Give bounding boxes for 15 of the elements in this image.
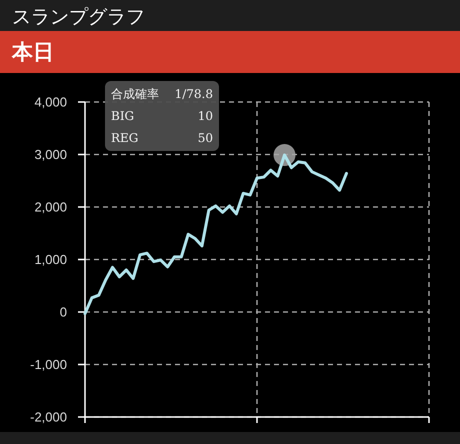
ytick-label: 4,000	[34, 94, 67, 110]
annotation: 1/78.8	[174, 87, 213, 101]
ytick-label: 1,000	[34, 252, 67, 267]
subtitle: 本日	[12, 39, 54, 64]
annotation: 10	[198, 109, 213, 123]
ytick-label: 3,000	[34, 147, 67, 162]
annotation: 50	[198, 131, 213, 145]
annotation: 合成確率	[111, 87, 159, 101]
ytick-label: -2,000	[30, 410, 67, 424]
annotation: BIG	[111, 109, 134, 123]
title: スランプグラフ	[12, 6, 145, 28]
ytick-label: -1,000	[30, 357, 67, 372]
annotation: REG	[111, 131, 138, 145]
ytick-label: 0	[60, 304, 67, 320]
ytick-label: 2,000	[34, 200, 67, 214]
